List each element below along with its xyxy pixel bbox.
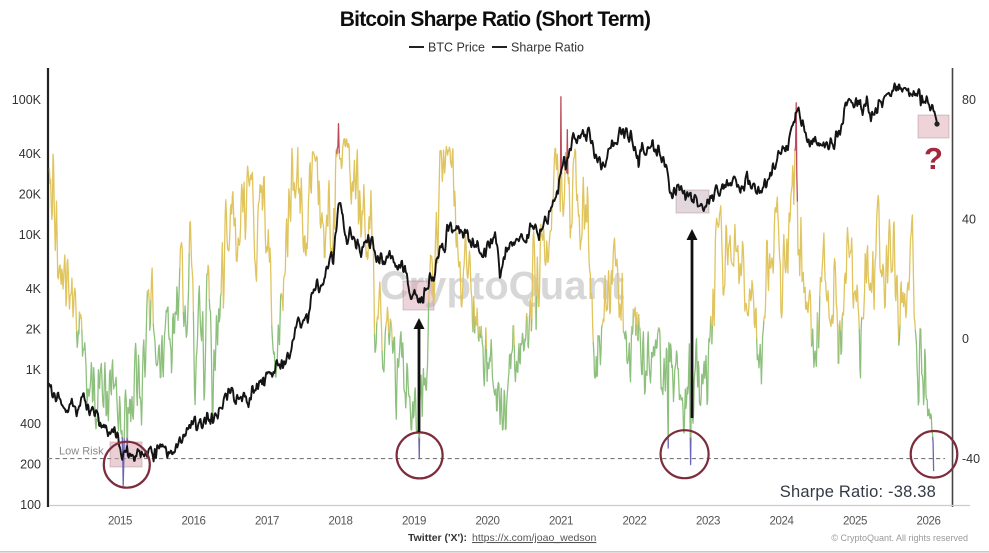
svg-text:100K: 100K — [12, 93, 42, 107]
svg-text:Twitter ('X'):: Twitter ('X'): — [408, 532, 467, 544]
svg-text:2016: 2016 — [182, 516, 206, 528]
svg-text:2022: 2022 — [623, 516, 647, 528]
svg-text:Sharpe Ratio: -38.38: Sharpe Ratio: -38.38 — [780, 483, 936, 501]
svg-text:-40: -40 — [962, 452, 980, 466]
svg-text:40: 40 — [962, 213, 976, 227]
svg-text:Low Risk: Low Risk — [59, 446, 104, 458]
svg-text:2017: 2017 — [255, 516, 279, 528]
svg-text:2024: 2024 — [770, 516, 795, 528]
svg-text:?: ? — [924, 141, 943, 176]
svg-text:20K: 20K — [19, 188, 42, 202]
svg-text:400: 400 — [20, 417, 41, 431]
svg-text:2015: 2015 — [108, 516, 132, 528]
svg-text:2020: 2020 — [476, 516, 500, 528]
svg-text:BTC Price: BTC Price — [428, 41, 485, 55]
svg-text:200: 200 — [20, 458, 41, 472]
svg-text:4K: 4K — [26, 282, 42, 296]
svg-text:2021: 2021 — [549, 516, 573, 528]
svg-text:10K: 10K — [19, 228, 42, 242]
svg-text:© CryptoQuant. All rights rese: © CryptoQuant. All rights reserved — [831, 533, 968, 543]
svg-text:80: 80 — [962, 93, 976, 107]
svg-text:2019: 2019 — [402, 516, 426, 528]
svg-text:2023: 2023 — [696, 516, 720, 528]
svg-text:2025: 2025 — [843, 516, 867, 528]
svg-text:Bitcoin Sharpe Ratio (Short Te: Bitcoin Sharpe Ratio (Short Term) — [340, 8, 650, 31]
svg-text:100: 100 — [20, 498, 41, 512]
svg-text:40K: 40K — [19, 147, 42, 161]
svg-text:https://x.com/joao_wedson: https://x.com/joao_wedson — [472, 532, 596, 544]
svg-text:1K: 1K — [26, 363, 42, 377]
svg-text:0: 0 — [962, 332, 969, 346]
svg-text:2026: 2026 — [917, 516, 941, 528]
svg-text:2018: 2018 — [329, 516, 353, 528]
svg-text:2K: 2K — [26, 323, 42, 337]
svg-text:Sharpe Ratio: Sharpe Ratio — [511, 41, 584, 55]
